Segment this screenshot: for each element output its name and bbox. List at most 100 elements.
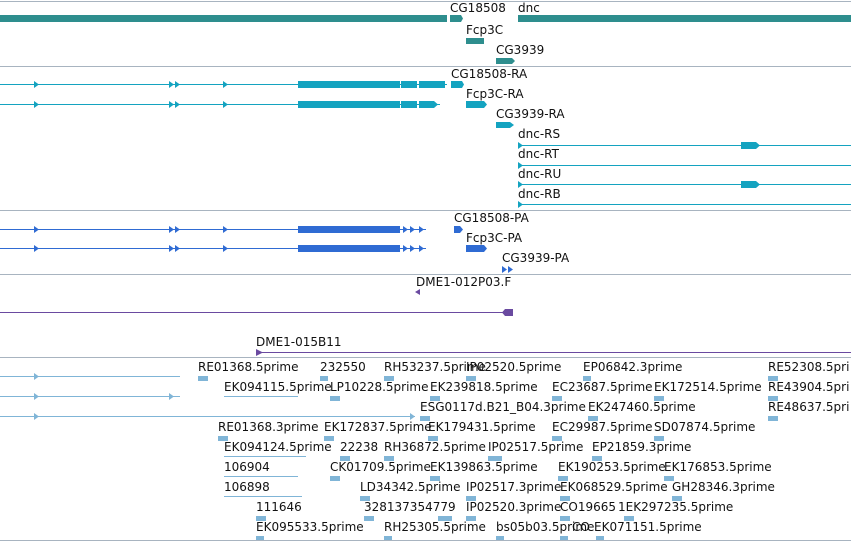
exon [401,101,417,108]
est-label[interactable]: EK094115.5prime [224,380,332,394]
gene-feature[interactable] [0,15,447,22]
transcript-label[interactable]: CG18508-RA [451,67,528,81]
gene-label[interactable]: dnc [518,1,540,15]
est-arrow [34,373,39,380]
gene-label[interactable]: CG18508 [450,1,506,15]
exon [401,81,417,88]
est-label[interactable]: IP02517.5prime [488,440,583,454]
est-label[interactable]: 106898 [224,480,270,494]
exon [298,101,400,108]
est-feature [384,456,394,461]
est-label[interactable]: CO19665 [560,500,616,514]
est-label[interactable]: EK095533.5prime [256,520,364,534]
transcript-label[interactable]: CG3939-RA [496,107,565,121]
est-label[interactable]: EP06842.3prime [583,360,682,374]
intron-line [518,204,851,205]
est-label[interactable]: 111646 [256,500,302,514]
transcript-label[interactable]: dnc-RT [518,147,560,161]
est-label[interactable]: 22238 [340,440,378,454]
est-feature [560,536,568,540]
est-label[interactable]: IP02520.5prime [466,360,561,374]
est-label[interactable]: RH36872.5prime [384,440,486,454]
gene-feature[interactable] [466,38,484,44]
bac-feature[interactable] [256,349,263,356]
est-feature [588,416,598,421]
transcript-label[interactable]: Fcp3C-RA [466,87,524,101]
intron-line [518,145,851,146]
exon-arrow [419,245,424,252]
est-label[interactable]: GH28346.3prime [672,480,775,494]
est-line [0,376,180,377]
est-label[interactable]: LP10228.5prime [330,380,429,394]
bac-feature[interactable] [502,309,513,316]
est-label[interactable]: RE48637.5pri [768,400,849,414]
exon-arrow [508,266,513,273]
est-line [224,476,298,477]
est-arrow [34,413,39,420]
est-label[interactable]: EK190253.5prime [558,460,666,474]
transcript-label[interactable]: dnc-RB [518,187,561,201]
bac-feature[interactable] [260,352,851,353]
est-label[interactable]: EP21859.3prime [592,440,691,454]
gene-feature[interactable] [496,58,515,64]
gene-label[interactable]: Fcp3C [466,23,503,37]
bac-label[interactable]: DME1-012P03.F [416,275,511,289]
est-label[interactable]: EK071151.5prime [594,520,702,534]
est-label[interactable]: EK139863.5prime [430,460,538,474]
bac-label[interactable]: DME1-015B11 [256,335,342,349]
est-label[interactable]: 1EK297235.5prime [618,500,733,514]
gene-label[interactable]: CG3939 [496,43,544,57]
est-label[interactable]: LD34342.5prime [360,480,461,494]
protein-label[interactable]: Fcp3C-PA [466,231,523,245]
est-label[interactable]: RH25305.5prime [384,520,486,534]
est-label[interactable]: EK179431.5prime [428,420,536,434]
est-label[interactable]: EK239818.5prime [430,380,538,394]
est-label[interactable]: 232550 [320,360,366,374]
est-feature [364,516,374,521]
est-label[interactable]: EK247460.5prime [588,400,696,414]
transcript-label[interactable]: dnc-RS [518,127,560,141]
exon [298,245,400,252]
est-label[interactable]: RE01368.3prime [218,420,319,434]
est-feature [340,456,350,461]
est-label[interactable]: 106904 [224,460,270,474]
est-label[interactable]: EC23687.5prime [552,380,653,394]
est-label[interactable]: EC29987.5prime [552,420,653,434]
est-feature [560,516,570,521]
est-label[interactable]: ESG0117d.B21_B04.3prime [420,400,586,414]
est-label[interactable]: RE52308.5pri [768,360,849,374]
est-label[interactable]: RE01368.5prime [198,360,299,374]
est-label[interactable]: EK068529.5prime [560,480,668,494]
est-feature [324,436,334,441]
transcript-label[interactable]: dnc-RU [518,167,561,181]
est-label[interactable]: IP02517.3prime [466,480,561,494]
exon-arrow [223,226,228,233]
bac-feature[interactable] [415,289,420,295]
est-label[interactable]: SD07874.5prime [654,420,755,434]
est-label[interactable]: EK176853.5prime [664,460,772,474]
exon-arrow [34,226,39,233]
protein-label[interactable]: CG3939-PA [502,251,570,265]
exon-arrow [410,245,415,252]
est-feature [330,476,340,481]
est-feature [198,376,208,381]
est-feature [654,396,664,401]
gene-feature[interactable] [518,15,851,22]
bac-feature[interactable] [0,312,505,313]
est-label[interactable]: CO [572,520,590,534]
exon-arrow [518,201,523,208]
protein-label[interactable]: CG18508-PA [454,211,530,225]
est-label[interactable]: RH53237.5prime [384,360,486,374]
est-label[interactable]: EK172837.5prime [324,420,432,434]
est-label[interactable]: RE43904.5pri [768,380,849,394]
est-label[interactable]: EK172514.5prime [654,380,762,394]
est-label[interactable]: EK094124.5prime [224,440,332,454]
exon-arrow [169,81,174,88]
exon [298,226,400,233]
est-label[interactable]: bs05b03.5prime [496,520,594,534]
est-label[interactable]: IP02520.3prime [466,500,561,514]
est-label[interactable]: CK01709.5prime [330,460,431,474]
est-label[interactable]: 328137354779 [364,500,456,514]
est-feature [330,396,340,401]
gene-feature[interactable] [450,15,463,22]
